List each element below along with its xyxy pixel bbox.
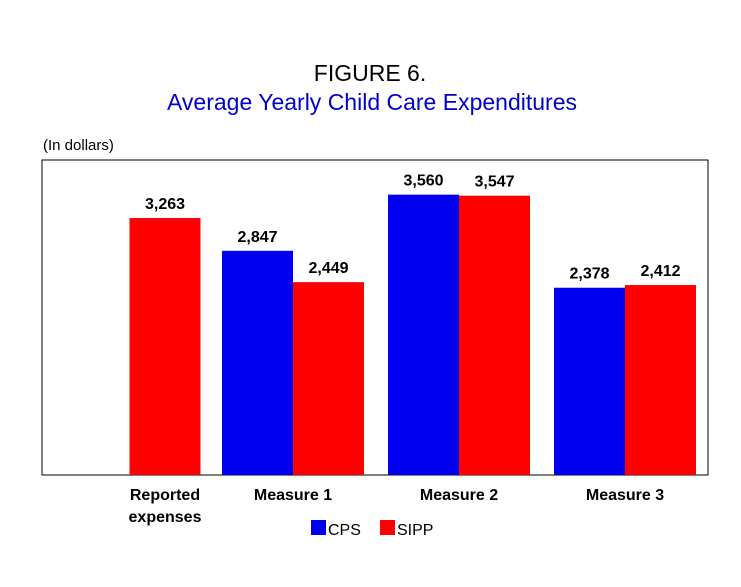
- category-label-1-0: Measure 1: [254, 487, 332, 504]
- bar-sipp-1: [293, 282, 364, 475]
- legend-swatch-cps: [311, 520, 326, 535]
- bar-sipp-3: [625, 285, 696, 475]
- data-label-sipp-2: 3,547: [474, 174, 514, 191]
- unit-note: (In dollars): [43, 137, 114, 154]
- figure-label: FIGURE 6.: [314, 60, 426, 86]
- legend: CPS SIPP: [311, 520, 433, 539]
- bar-cps-1: [222, 250, 293, 475]
- data-label-cps-1: 2,847: [237, 229, 277, 246]
- legend-label-sipp: SIPP: [397, 522, 433, 539]
- data-label-cps-2: 3,560: [403, 173, 443, 190]
- data-label-sipp-3: 2,412: [640, 263, 680, 280]
- bar-sipp-0: [129, 218, 201, 475]
- bar-group: 3,263 Reported expenses 2,847 2,449 Measure 1…: [129, 173, 696, 526]
- legend-label-cps: CPS: [328, 522, 361, 539]
- bar-cps-2: [388, 194, 459, 475]
- data-label-cps-3: 2,378: [569, 266, 609, 283]
- bar-sipp-2: [459, 195, 530, 475]
- category-label-0-1: expenses: [129, 509, 202, 526]
- category-label-0-0: Reported: [130, 487, 200, 504]
- legend-swatch-sipp: [380, 520, 395, 535]
- category-label-2-0: Measure 2: [420, 487, 498, 504]
- category-label-3-0: Measure 3: [586, 487, 664, 504]
- data-label-sipp-0: 3,263: [145, 196, 185, 213]
- bar-cps-3: [554, 287, 625, 475]
- data-label-sipp-1: 2,449: [308, 260, 348, 277]
- chart-title: Average Yearly Child Care Expenditures: [167, 89, 577, 115]
